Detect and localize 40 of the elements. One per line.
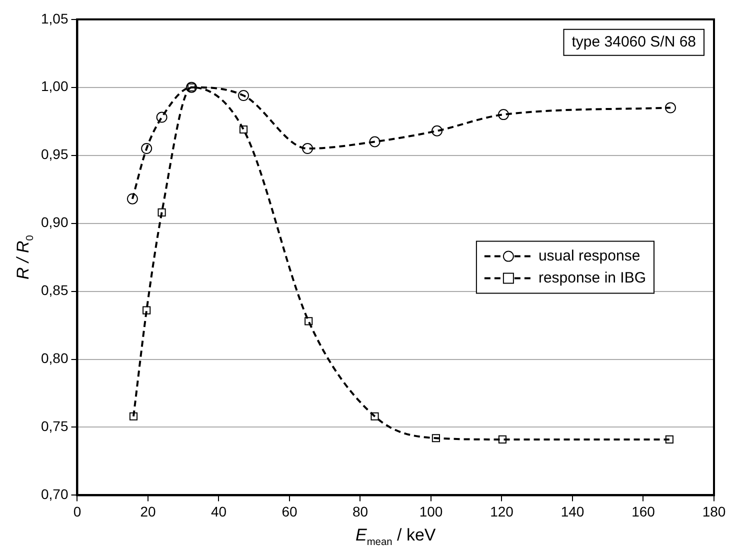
point bbox=[369, 136, 380, 148]
point bbox=[432, 434, 440, 442]
y-tick-label: 0,90 bbox=[41, 214, 68, 230]
y-tick-label: 1,00 bbox=[41, 78, 68, 94]
x-tick-label: 140 bbox=[560, 503, 584, 520]
annotation: type 34060 S/N 68 bbox=[572, 34, 696, 51]
x-tick-label: 120 bbox=[490, 503, 514, 520]
x-tick-label: 20 bbox=[140, 503, 156, 520]
legend-label: usual response bbox=[538, 247, 640, 264]
point bbox=[304, 317, 313, 326]
point bbox=[129, 412, 138, 420]
point bbox=[158, 208, 166, 216]
point bbox=[126, 193, 138, 204]
y-tick-label: 0,95 bbox=[41, 146, 68, 162]
x-tick-label: 180 bbox=[702, 503, 726, 520]
x-tick-label: 60 bbox=[282, 503, 298, 520]
point bbox=[238, 90, 250, 102]
y-axis-title: R / R0 bbox=[14, 234, 36, 280]
x-tick-label: 160 bbox=[632, 503, 656, 520]
y-tick-label: 0,80 bbox=[41, 350, 68, 366]
point bbox=[302, 143, 314, 154]
y-tick-label: 1,05 bbox=[41, 10, 68, 26]
x-tick-label: 100 bbox=[419, 503, 443, 520]
x-tick-label: 40 bbox=[210, 503, 227, 520]
point bbox=[432, 125, 443, 136]
y-tick-label: 0,70 bbox=[41, 486, 68, 502]
point bbox=[156, 112, 168, 123]
point bbox=[498, 435, 506, 444]
point bbox=[370, 412, 379, 420]
point bbox=[142, 306, 151, 314]
y-tick-label: 0,75 bbox=[41, 418, 68, 434]
point bbox=[239, 125, 248, 134]
legend-label: response in IBG bbox=[538, 269, 646, 286]
point bbox=[665, 435, 674, 444]
x-tick-label: 80 bbox=[352, 503, 368, 520]
x-tick-label: 0 bbox=[73, 503, 82, 520]
y-tick-label: 0,85 bbox=[41, 282, 68, 298]
point bbox=[664, 102, 676, 114]
point bbox=[498, 109, 510, 120]
point bbox=[141, 143, 152, 154]
